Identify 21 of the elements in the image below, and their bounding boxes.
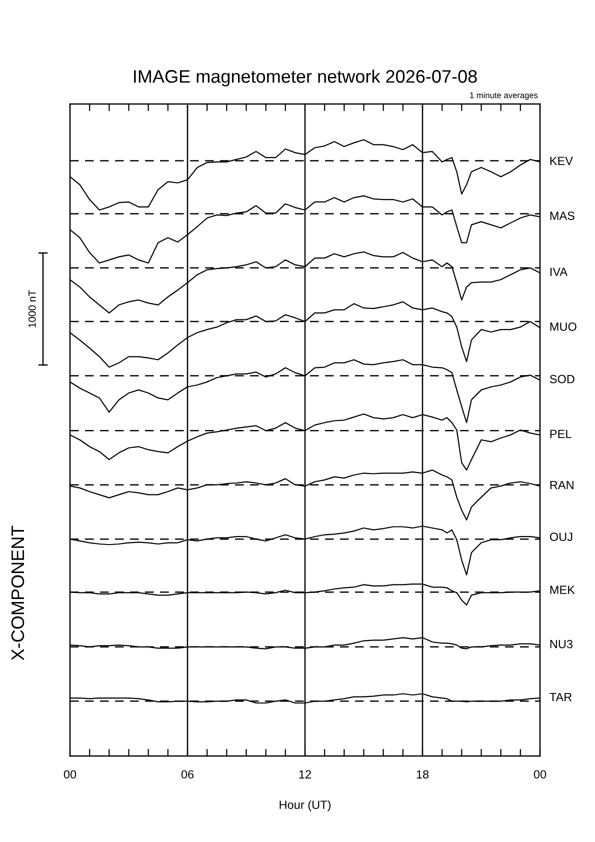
- x-tick-label: 06: [181, 770, 194, 779]
- series-label: NU3: [550, 640, 572, 648]
- y-axis-title: X-COMPONENT: [11, 526, 24, 660]
- series-label: MAS: [550, 212, 574, 220]
- series-label: IVA: [550, 268, 568, 276]
- text: 1 minute averages: [470, 92, 538, 100]
- series-label: SOD: [550, 374, 574, 384]
- series-label: MUO: [550, 322, 576, 331]
- x-tick-label: 12: [299, 770, 311, 778]
- x-axis-title: Hour (UT): [280, 800, 331, 812]
- series-label: RAN: [550, 481, 574, 490]
- series-label: PEL: [550, 430, 572, 438]
- series-label: KEV: [550, 156, 573, 165]
- text: 1000 nT: [28, 290, 36, 328]
- chart-title: IMAGE magnetometer network 2026-07-08: [134, 70, 477, 86]
- series-label: OUJ: [550, 532, 572, 542]
- series-label: TAR: [550, 693, 572, 702]
- series-label: MEK: [550, 586, 575, 594]
- x-tick-label: 18: [416, 770, 429, 779]
- x-tick-label: 00: [534, 770, 546, 779]
- x-tick-label: 00: [64, 770, 76, 779]
